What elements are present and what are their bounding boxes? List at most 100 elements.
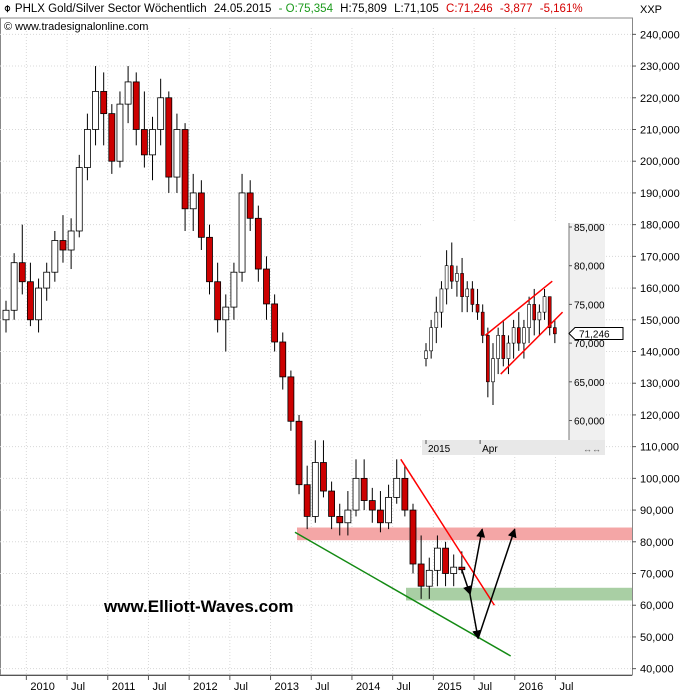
candle-body: [328, 490, 335, 517]
scenario-arrow: [469, 593, 482, 640]
inset-candle-body: [532, 304, 537, 321]
candle-body: [230, 271, 238, 308]
y-tick-label: 120,000: [640, 410, 680, 422]
inset-upper-channel: [484, 280, 553, 336]
candle-body: [401, 477, 409, 511]
candle-body: [214, 281, 222, 321]
x-tick-label: 2011: [112, 681, 136, 693]
candle-body: [83, 129, 91, 168]
candle-body: [344, 509, 352, 524]
inset-candle-body: [439, 288, 444, 313]
x-tick-label: Jul: [397, 681, 411, 693]
candle-body: [417, 563, 425, 587]
inset-y-tick-label: 80,000: [574, 262, 605, 273]
candle-body: [149, 129, 156, 156]
zones: [297, 527, 632, 601]
copyright-icon: ©: [4, 21, 13, 33]
x-tick-label: 2016: [519, 681, 543, 693]
inset-candle-body: [491, 358, 495, 383]
candle-body: [18, 262, 26, 283]
inset-candle-body: [516, 327, 521, 344]
y-tick-label: 80,000: [640, 537, 674, 549]
candle-body: [263, 268, 270, 305]
close-value: C:71,246: [446, 3, 493, 15]
candle-body: [173, 129, 181, 178]
inset-y-tick-label: 70,000: [574, 339, 605, 350]
y-tick-label: 50,000: [640, 632, 674, 644]
y-tick-label: 180,000: [640, 220, 680, 232]
inset-candle-body: [449, 265, 454, 282]
y-tick-label: 110,000: [640, 442, 679, 454]
candle-body: [75, 167, 83, 232]
inset-candle-body: [486, 335, 490, 383]
source-link[interactable]: © www.tradesignalonline.com: [4, 21, 148, 33]
y-tick-label: 70,000: [640, 569, 674, 581]
candle-body: [197, 192, 205, 238]
inset-candle-body: [424, 350, 428, 359]
candle-body: [124, 81, 132, 105]
inset-candle-body: [542, 296, 547, 313]
x-tick-label: Jul: [559, 681, 573, 693]
inset-candle-body: [553, 327, 557, 335]
y-tick-label: 130,000: [640, 378, 680, 390]
y-tick-label: 160,000: [640, 283, 680, 295]
symbol-label: XXP: [640, 4, 663, 16]
instrument-icon[interactable]: ⌽: [4, 3, 11, 15]
candle-body: [108, 113, 116, 162]
candle-body: [100, 91, 108, 115]
y-tick-label: 100,000: [640, 473, 680, 485]
y-tick-label: 150,000: [640, 315, 680, 327]
candle-body: [311, 462, 319, 517]
low-value: L:71,105: [394, 3, 439, 15]
inset-last-price-marker: [568, 326, 624, 340]
x-tick-label: 2014: [356, 681, 380, 693]
candle-body: [10, 262, 18, 311]
instrument-name: PHLX Gold/Silver Sector Wöchentlich: [14, 3, 207, 15]
x-tick-label: Jul: [478, 681, 492, 693]
candle-body: [35, 287, 42, 321]
candle-body: [336, 516, 344, 524]
y-tick-label: 170,000: [640, 251, 680, 263]
support-zone: [406, 587, 632, 601]
inset-chart: 60,000 65,000 70,000 75,000 80,000 85,000 2015…: [422, 223, 624, 455]
date: 24.05.2015: [213, 3, 272, 15]
candle-body: [246, 192, 254, 219]
inset-candle-body: [429, 327, 433, 352]
inset-candle-body: [475, 304, 480, 313]
source-text: www.tradesignalonline.com: [15, 21, 149, 33]
y-tick-label: 140,000: [640, 347, 680, 359]
chart-header: ⌽ PHLX Gold/Silver Sector Wöchentlich 24.…: [4, 3, 587, 16]
inset-candle-body: [537, 311, 542, 321]
candle-body: [279, 341, 287, 378]
inset-last-price-label: 71,246: [579, 329, 610, 340]
inset-y-tick-label: 65,000: [574, 378, 605, 389]
scenario-arrow: [461, 569, 472, 595]
inset-candle-body: [455, 273, 459, 282]
candle-body: [360, 477, 368, 501]
inset-candle-body: [470, 288, 475, 305]
inset-y-tick-label: 75,000: [574, 300, 605, 311]
candle-body: [181, 129, 189, 210]
inset-x-tick-label: Apr: [482, 444, 498, 455]
candle-body: [442, 547, 449, 574]
y-tick-label: 60,000: [640, 600, 674, 612]
x-tick-label: 2013: [275, 681, 299, 693]
open-value: - O:75,354: [278, 3, 333, 15]
y-tick-label: 190,000: [640, 188, 680, 200]
y-tick-label: 240,000: [640, 29, 680, 41]
trendlines: [294, 458, 517, 657]
down-trendline: [400, 458, 496, 606]
candle-body: [352, 477, 360, 511]
candle-body: [189, 192, 197, 210]
scenario-arrow: [477, 528, 517, 639]
candle-body: [140, 129, 148, 156]
candle-body: [458, 566, 466, 571]
x-tick-label: 2015: [437, 681, 461, 693]
inset-candle-body: [444, 265, 449, 290]
x-tick-label: Jul: [71, 681, 85, 693]
candle-body: [409, 509, 417, 565]
candle-body: [238, 192, 246, 273]
candle-body: [377, 509, 384, 524]
inset-candle-body: [465, 288, 470, 297]
